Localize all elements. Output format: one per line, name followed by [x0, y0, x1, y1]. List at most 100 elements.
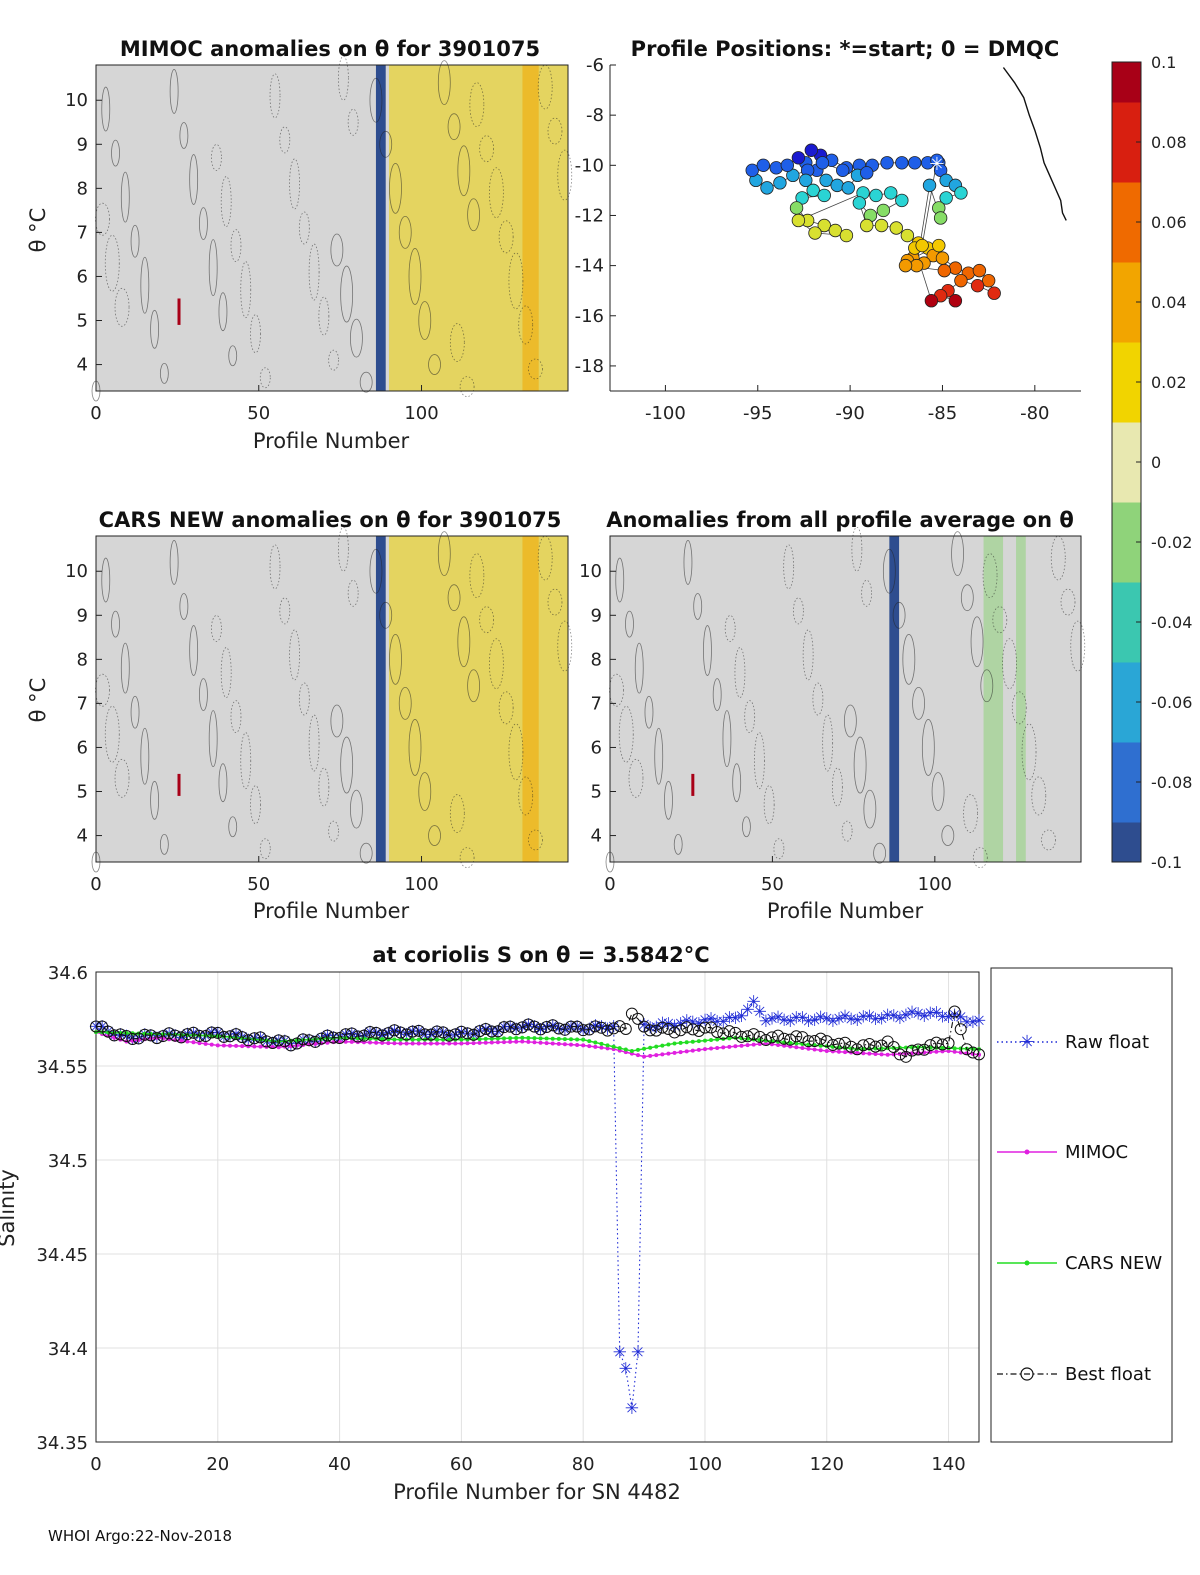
contour-line	[208, 239, 218, 297]
profile-position-point	[987, 286, 1001, 300]
plot-frame-outline	[95, 971, 980, 1443]
colorbar-segment	[1112, 282, 1141, 303]
data-point	[662, 1022, 675, 1035]
contour-line	[111, 610, 120, 638]
contour-line	[408, 248, 422, 305]
contour-line	[557, 149, 573, 201]
colorbar-segment	[1112, 842, 1141, 863]
contour-line	[230, 700, 242, 734]
data-point	[102, 1025, 115, 1038]
cars-anomaly-panel: 0 50 100 10 9 8 7 6 5 4	[65, 526, 573, 895]
profile-position-point	[745, 163, 759, 178]
profile-position-point	[799, 173, 813, 188]
colorbar-segment	[1112, 562, 1141, 583]
contour-line	[447, 584, 461, 612]
data-point	[368, 1040, 373, 1045]
data-point: ✳	[771, 1008, 785, 1028]
data-point	[593, 1044, 598, 1049]
contour-line	[722, 710, 732, 768]
data-point	[437, 1026, 450, 1039]
data-point	[867, 1051, 872, 1056]
contour-line	[298, 211, 310, 245]
contour-line	[882, 548, 896, 594]
data-point: ✳	[935, 1007, 949, 1027]
data-point: ✳	[923, 1004, 937, 1024]
contour-line	[537, 535, 553, 581]
data-point: ✳	[881, 1006, 895, 1026]
data-point	[376, 1029, 389, 1042]
data-point	[845, 1040, 858, 1053]
data-point	[431, 1025, 444, 1038]
average-anomaly-panel: 0 50 100 10 9 8 7 6 5 4	[579, 526, 1086, 895]
contour-line	[712, 678, 722, 711]
contour-line	[831, 767, 843, 807]
contour-line	[537, 64, 553, 110]
salinity-xlabel: Profile Number for SN 4482	[393, 1480, 681, 1504]
colorbar-segment	[1112, 82, 1141, 103]
data-point	[839, 1036, 852, 1049]
data-point	[686, 1023, 699, 1036]
profile-position-point	[908, 156, 922, 170]
y-tick-label: -12	[575, 205, 604, 226]
contour-line	[634, 642, 644, 694]
data-point	[538, 1040, 543, 1045]
data-point	[252, 1044, 257, 1049]
profile-position-point	[791, 151, 806, 165]
data-point	[629, 1048, 634, 1053]
data-point	[818, 1043, 823, 1048]
data-point	[715, 1045, 720, 1050]
x-tick-label: 50	[247, 403, 270, 424]
start-marker: ✳	[929, 154, 944, 175]
contour-line	[230, 229, 242, 263]
x-tick-label: 100	[404, 874, 438, 895]
data-point	[447, 1037, 452, 1042]
data-point: ✳	[905, 1003, 919, 1023]
contour-line	[408, 719, 422, 776]
profile-position-point	[789, 201, 804, 215]
data-point	[502, 1036, 507, 1041]
contour-line	[269, 73, 281, 119]
data-point: ✳	[948, 1006, 962, 1026]
contour-line	[114, 758, 130, 798]
data-point: ✳	[722, 1009, 736, 1029]
data-point	[741, 1030, 754, 1043]
data-point	[150, 1032, 163, 1045]
data-point	[802, 1035, 815, 1048]
data-point	[477, 1040, 482, 1045]
profile-position-point	[828, 223, 843, 238]
contour-line	[1070, 620, 1086, 672]
data-point	[672, 1050, 677, 1055]
profile-position-point	[876, 203, 891, 218]
data-point: ✳	[929, 1004, 943, 1024]
contour-line	[330, 233, 344, 267]
contour-line	[449, 794, 465, 833]
data-point	[240, 1044, 245, 1049]
y-tick-label: 6	[591, 737, 602, 758]
data-point: ✳	[814, 1008, 828, 1028]
colorbar-segment	[1112, 462, 1141, 483]
data-point	[747, 1028, 760, 1041]
data-point	[339, 1028, 352, 1041]
legend-label-best-float: Best float	[1065, 1364, 1151, 1385]
contour-line	[467, 669, 481, 703]
x-tick-label: 50	[247, 874, 270, 895]
colorbar-segment	[1112, 262, 1141, 283]
data-point	[642, 1054, 647, 1059]
data-point	[179, 1038, 184, 1043]
data-point	[242, 1034, 255, 1047]
anomaly-band	[388, 536, 568, 862]
data-point	[489, 1040, 494, 1045]
y-tick-label: 8	[591, 649, 602, 670]
contour-line	[518, 776, 534, 816]
data-point	[526, 1035, 531, 1040]
colorbar-segment	[1112, 642, 1141, 663]
profile-position-point	[808, 226, 822, 240]
contour-line	[330, 704, 344, 738]
contour-line	[609, 673, 624, 707]
contour-line	[428, 825, 441, 846]
x-tick-label: 0	[90, 403, 101, 424]
contour-line	[418, 772, 432, 811]
data-point	[272, 1034, 285, 1047]
data-point	[236, 1031, 249, 1044]
data-point: ✳	[631, 1343, 645, 1363]
